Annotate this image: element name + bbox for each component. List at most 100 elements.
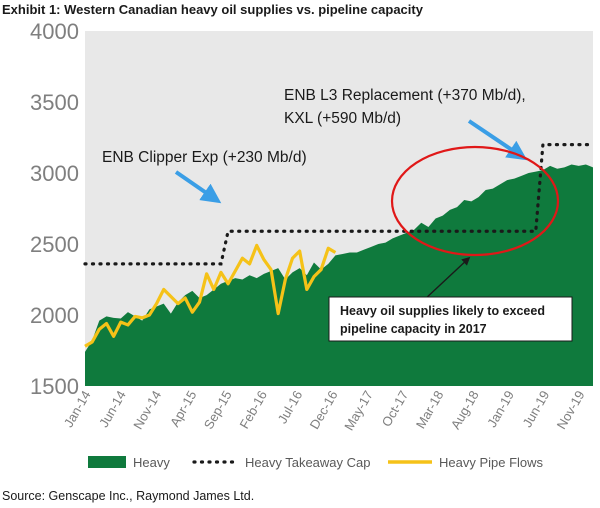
- x-tick-label: Sep-15: [201, 388, 235, 432]
- heavy-data-point: [578, 165, 580, 167]
- x-tick-label: Jun-19: [519, 388, 552, 430]
- source-note: Source: Genscape Inc., Raymond James Ltd…: [2, 489, 255, 503]
- pipe-flows-data-point: [313, 276, 315, 278]
- y-tick-label: 4000: [30, 19, 79, 44]
- heavy-data-point: [485, 189, 487, 191]
- pipe-flows-data-point: [120, 321, 122, 323]
- l3-arrow: [467, 119, 528, 161]
- heavy-data-point: [163, 303, 165, 305]
- heavy-data-point: [106, 316, 108, 318]
- heavy-data-point: [84, 351, 86, 353]
- y-axis: 1500 2000 2500 3000 3500 4000: [30, 19, 79, 399]
- pipe-flows-data-point: [99, 328, 101, 330]
- pipe-flows-data-point: [213, 289, 215, 291]
- pipe-flows-data-point: [91, 341, 93, 343]
- heavy-data-point: [478, 196, 480, 198]
- y-tick-label: 1500: [30, 374, 79, 399]
- callout-box: [328, 296, 573, 342]
- x-tick-label: May-17: [341, 388, 376, 433]
- heavy-data-point: [535, 171, 537, 173]
- legend-pipe-label: Heavy Pipe Flows: [439, 455, 544, 470]
- x-tick-label: Dec-16: [307, 388, 341, 432]
- heavy-data-point: [435, 218, 437, 220]
- x-tick-label: Feb-16: [236, 388, 270, 431]
- pipe-flows-data-point: [270, 269, 272, 271]
- heavy-data-point: [506, 179, 508, 181]
- heavy-data-point: [392, 238, 394, 240]
- heavy-data-point: [385, 242, 387, 244]
- heavy-data-point: [327, 263, 329, 265]
- heavy-data-point: [356, 252, 358, 254]
- heavy-data-point: [149, 309, 151, 311]
- heavy-data-point: [120, 318, 122, 320]
- exhibit-title: Exhibit 1: Western Canadian heavy oil su…: [2, 2, 423, 17]
- heavy-data-point: [571, 164, 573, 166]
- pipe-flows-data-point: [106, 323, 108, 325]
- x-tick-label: Oct-17: [379, 388, 411, 429]
- heavy-data-point: [342, 253, 344, 255]
- pipe-flows-data-point: [263, 259, 265, 261]
- exceed-highlight-ellipse: [390, 145, 560, 257]
- heavy-data-point: [299, 267, 301, 269]
- x-tick-label: Apr-15: [167, 388, 200, 429]
- heavy-data-point: [521, 175, 523, 177]
- heavy-data-point: [206, 294, 208, 296]
- heavy-data-point: [513, 178, 515, 180]
- pipe-flows-series: [84, 243, 337, 348]
- y-tick-label: 2000: [30, 303, 79, 328]
- heavy-data-point: [313, 262, 315, 264]
- pipe-flows-data-point: [227, 283, 229, 285]
- heavy-data-point: [99, 320, 101, 322]
- heavy-data-point: [220, 283, 222, 285]
- heavy-data-point: [277, 267, 279, 269]
- pipe-flows-data-point: [84, 345, 86, 347]
- takeaway-data-point: [542, 144, 544, 146]
- heavy-data-point: [528, 172, 530, 174]
- l3-annotation-line1: ENB L3 Replacement (+370 Mb/d),: [284, 87, 526, 104]
- x-tick-label: Jun-14: [96, 388, 129, 430]
- heavy-data-point: [378, 243, 380, 245]
- heavy-data-point: [363, 249, 365, 251]
- pipe-flows-data-point: [220, 272, 222, 274]
- pipe-flows-data-point: [141, 317, 143, 319]
- pipe-flows-data-point: [335, 252, 337, 254]
- takeaway-data-point: [220, 263, 222, 265]
- heavy-data-point: [499, 184, 501, 186]
- pipe-flows-data-point: [292, 257, 294, 259]
- pipe-flows-data-point: [192, 311, 194, 313]
- pipe-flows-data-point: [277, 313, 279, 315]
- heavy-data-point: [428, 226, 430, 228]
- heavy-data-point: [442, 215, 444, 217]
- heavy-data-point: [556, 168, 558, 170]
- legend-heavy-label: Heavy: [133, 455, 170, 470]
- heavy-data-point: [492, 188, 494, 190]
- y-tick-label: 3000: [30, 161, 79, 186]
- pipe-flows-data-point: [156, 303, 158, 305]
- callout-line2: pipeline capacity in 2017: [340, 322, 487, 336]
- heavy-data-point: [370, 246, 372, 248]
- pipe-flows-data-point: [256, 245, 258, 247]
- pipe-flows-data-point: [177, 303, 179, 305]
- x-tick-label: Jul-16: [275, 388, 306, 426]
- x-tick-label: Nov-19: [554, 388, 588, 432]
- pipe-flows-data-point: [170, 296, 172, 298]
- heavy-data-point: [234, 277, 236, 279]
- x-tick-label: Nov-14: [130, 388, 164, 432]
- heavy-data-point: [471, 201, 473, 203]
- x-tick-label: Mar-18: [413, 388, 447, 431]
- heavy-data-point: [592, 167, 594, 169]
- takeaway-data-point: [592, 144, 594, 146]
- takeaway-data-point: [84, 263, 86, 265]
- heavy-data-point: [306, 274, 308, 276]
- heavy-data-point: [113, 317, 115, 319]
- pipe-flows-data-point: [149, 314, 151, 316]
- heavy-data-point: [256, 277, 258, 279]
- heavy-data-point: [335, 255, 337, 257]
- y-tick-label: 3500: [30, 90, 79, 115]
- pipe-flows-data-point: [320, 269, 322, 271]
- callout-pointer: [423, 256, 471, 301]
- heavy-data-point: [192, 290, 194, 292]
- heavy-data-point: [549, 165, 551, 167]
- y-tick-label: 2500: [30, 232, 79, 257]
